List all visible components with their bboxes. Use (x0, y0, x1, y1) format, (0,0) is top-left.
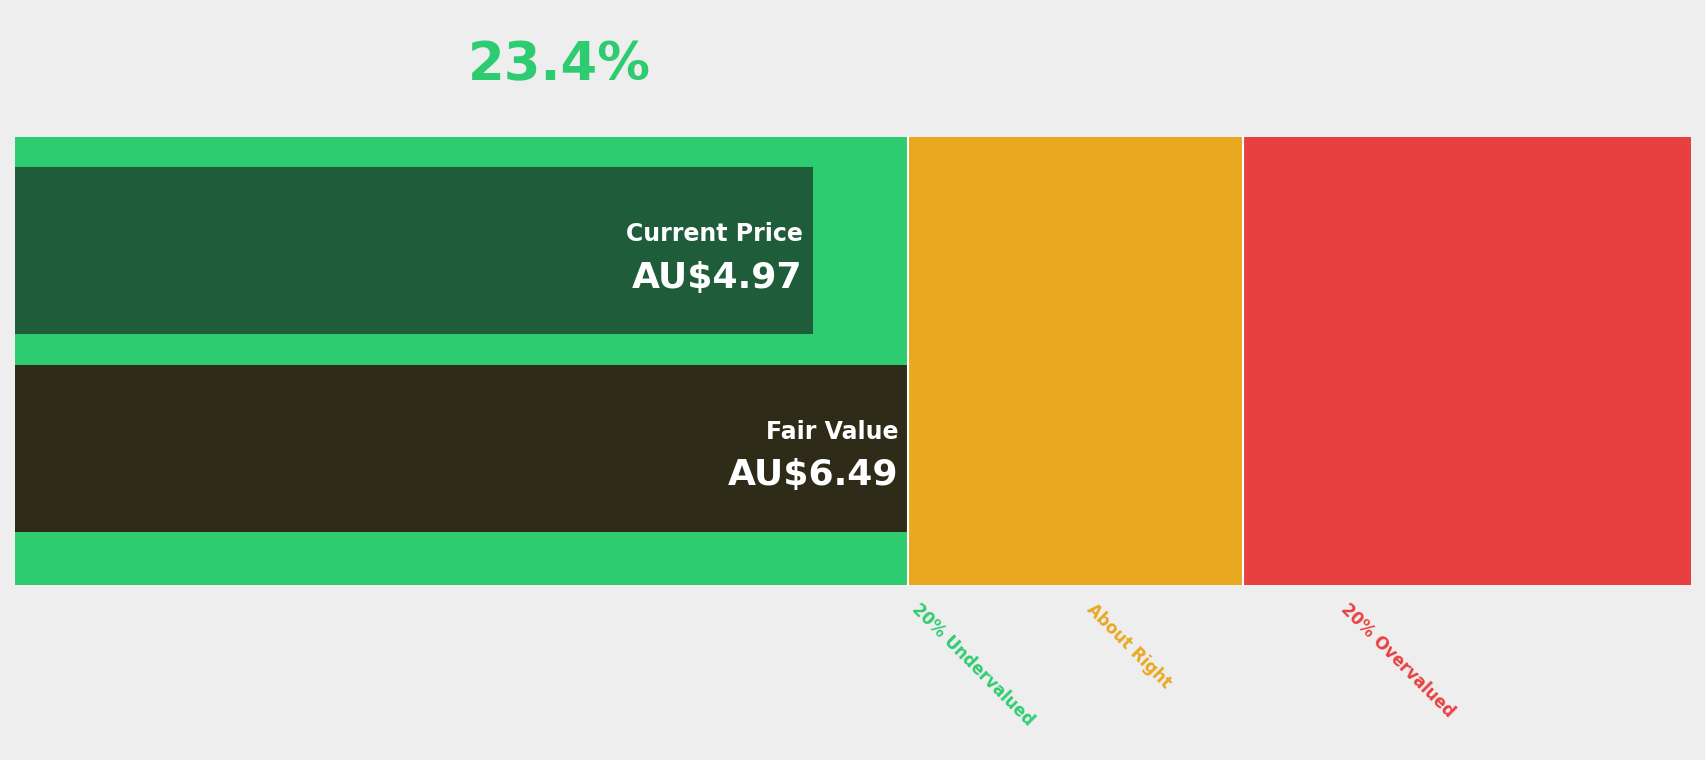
Text: AU$4.97: AU$4.97 (631, 261, 801, 295)
Bar (907, 137, 1243, 585)
Text: Fair Value: Fair Value (766, 420, 897, 444)
Text: 20% Overvalued: 20% Overvalued (1337, 600, 1458, 721)
Bar (15, 167, 812, 334)
Text: Undervalued: Undervalued (469, 143, 650, 167)
Text: Current Price: Current Price (626, 222, 801, 246)
Bar (15, 365, 907, 532)
Bar (1243, 137, 1690, 585)
Text: AU$6.49: AU$6.49 (726, 458, 897, 492)
Bar (15, 137, 907, 585)
Text: About Right: About Right (1083, 600, 1173, 692)
Text: 20% Undervalued: 20% Undervalued (907, 600, 1037, 730)
Text: 23.4%: 23.4% (467, 40, 651, 91)
